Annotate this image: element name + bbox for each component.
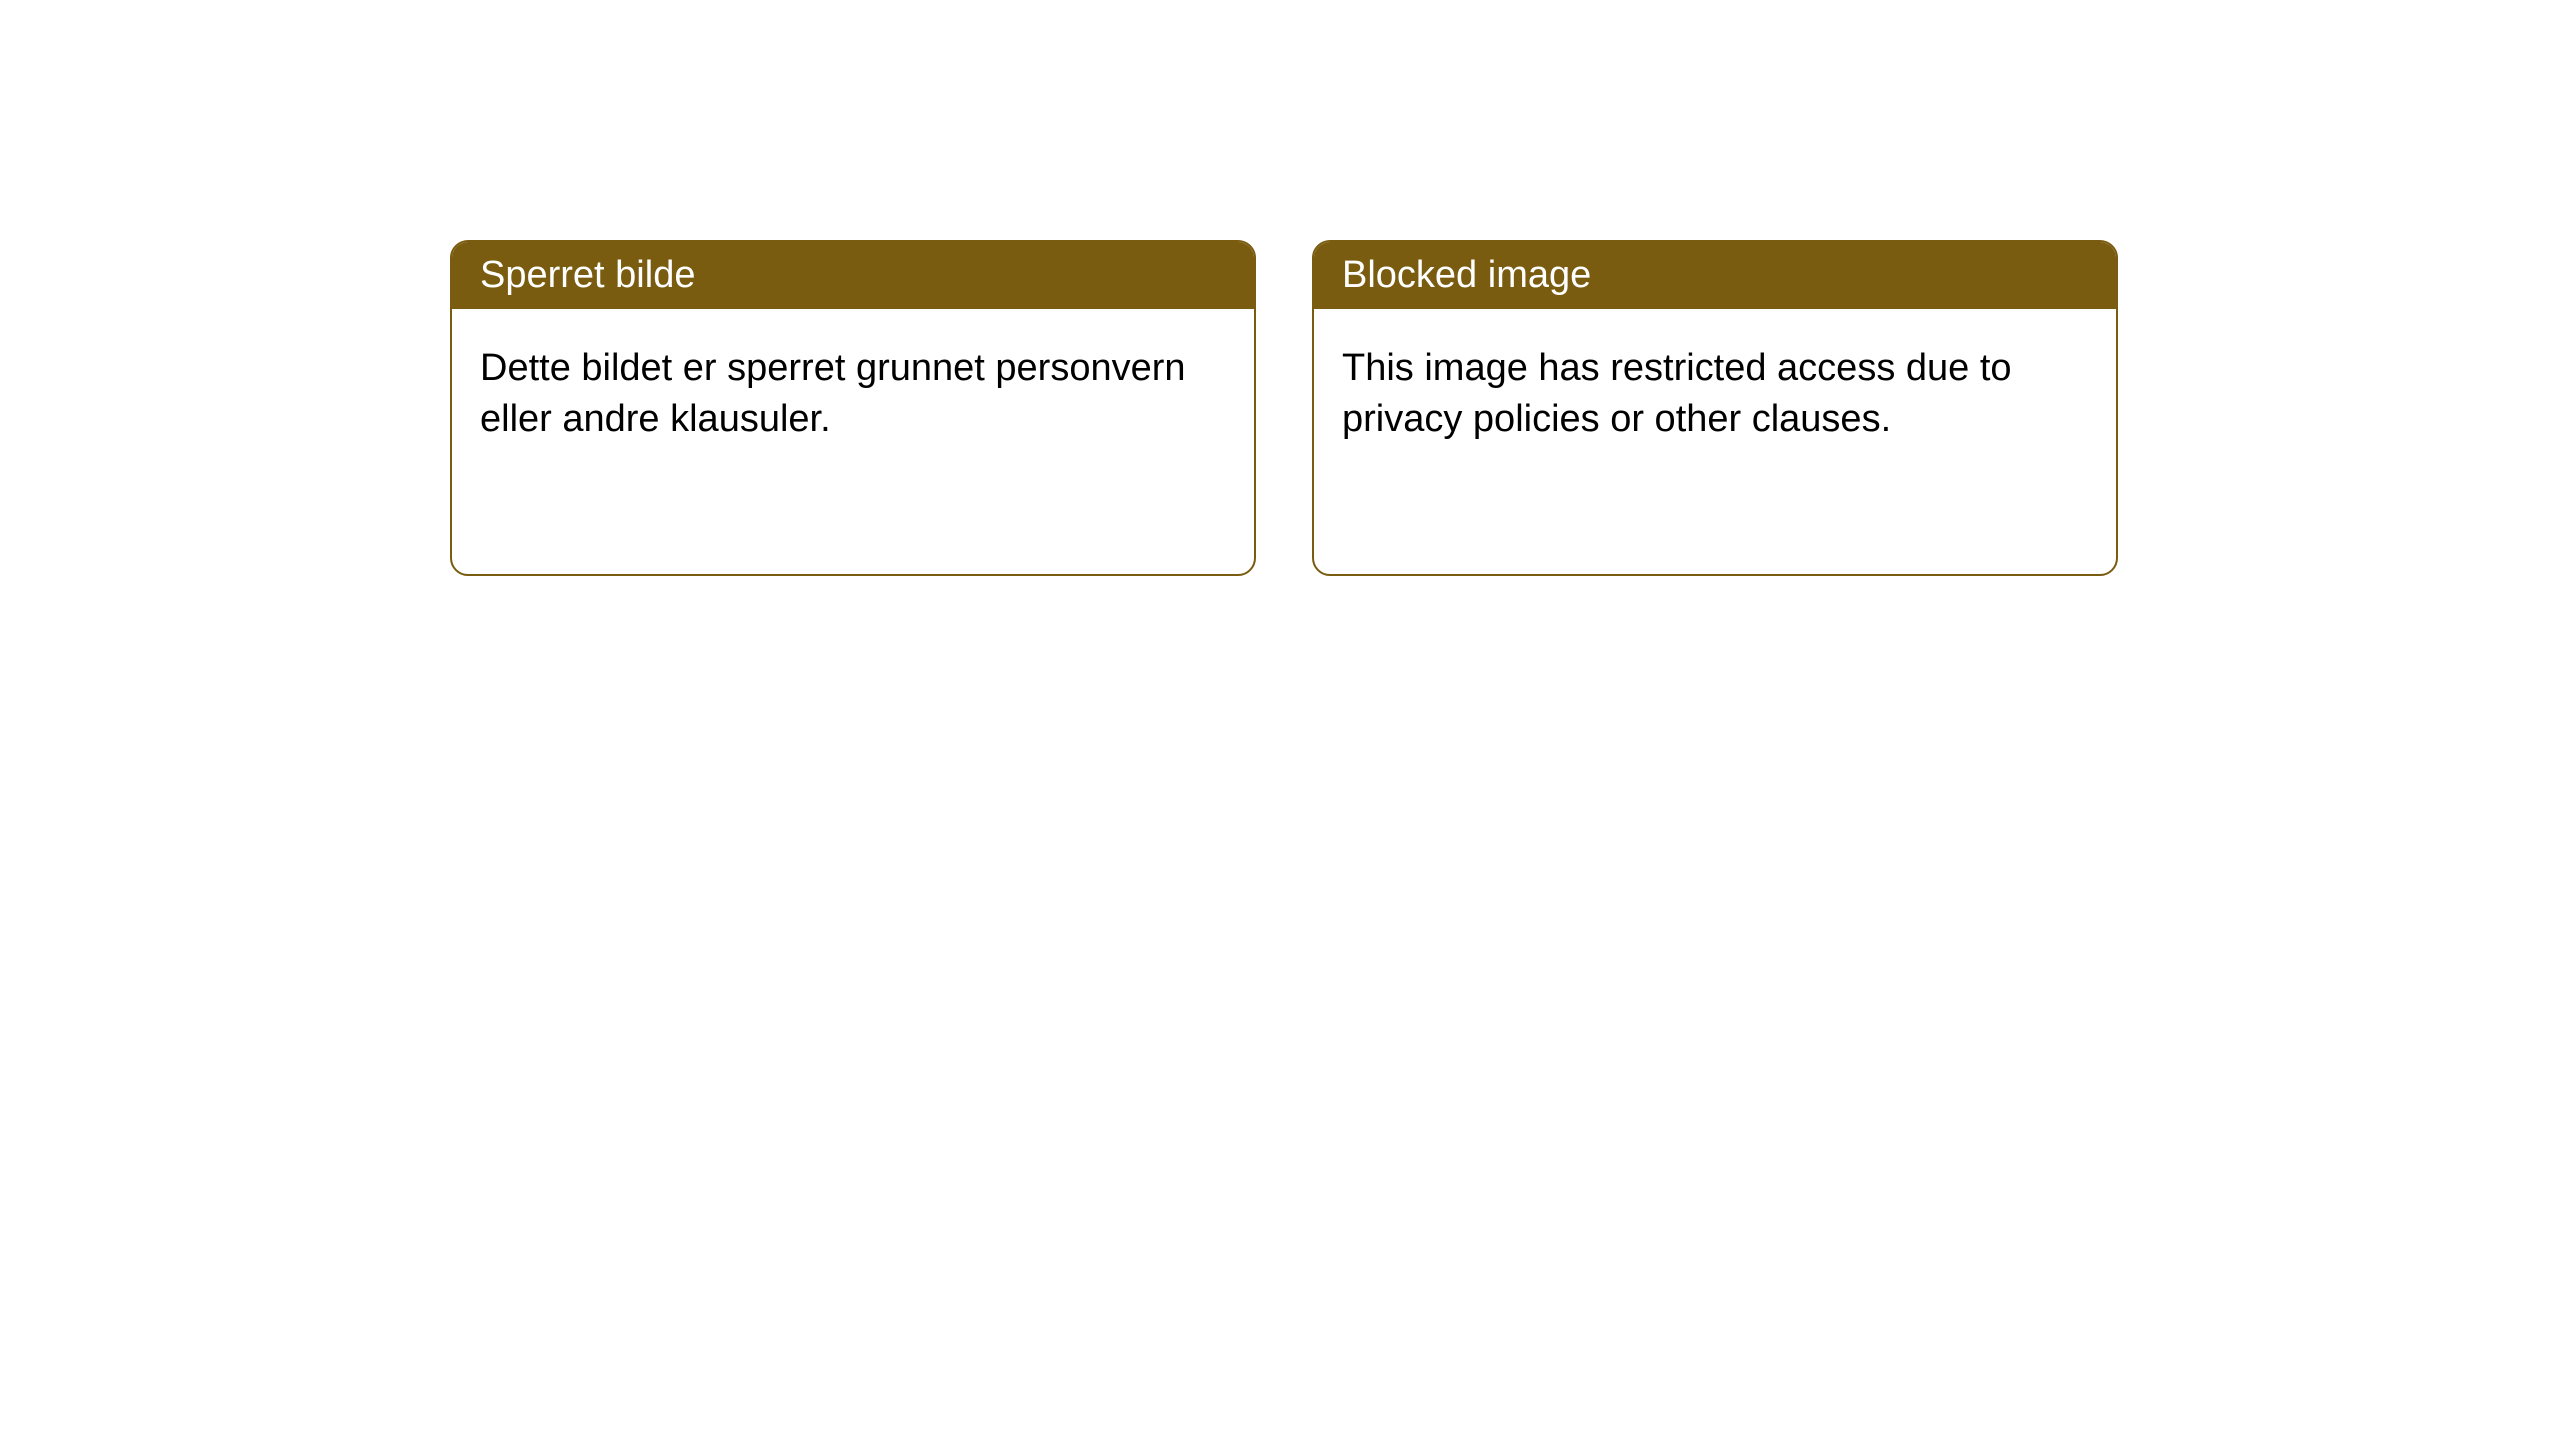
notice-card-english: Blocked image This image has restricted … bbox=[1312, 240, 2118, 576]
notice-container: Sperret bilde Dette bildet er sperret gr… bbox=[0, 0, 2560, 576]
notice-body-english: This image has restricted access due to … bbox=[1314, 309, 2116, 480]
notice-title-english: Blocked image bbox=[1314, 242, 2116, 309]
notice-card-norwegian: Sperret bilde Dette bildet er sperret gr… bbox=[450, 240, 1256, 576]
notice-body-norwegian: Dette bildet er sperret grunnet personve… bbox=[452, 309, 1254, 480]
notice-title-norwegian: Sperret bilde bbox=[452, 242, 1254, 309]
